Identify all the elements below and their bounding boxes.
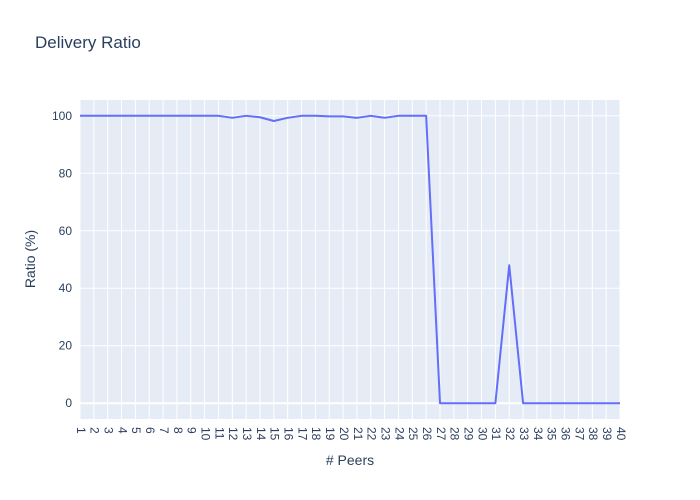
x-tick-label: 2: [88, 427, 102, 434]
x-tick-label: 31: [489, 427, 503, 441]
x-tick-label: 30: [475, 427, 489, 441]
x-tick-label: 28: [448, 427, 462, 441]
series-line: [80, 114, 620, 405]
x-tick-label: 7: [157, 427, 171, 434]
y-tick-label: 60: [59, 224, 73, 238]
x-tick-label: 33: [517, 427, 531, 441]
x-tick-label: 6: [143, 427, 157, 434]
x-tick-label: 20: [337, 427, 351, 441]
x-tick-label: 40: [614, 427, 628, 441]
chart-title: Delivery Ratio: [35, 33, 141, 52]
x-tick-label: 11: [212, 427, 226, 440]
x-tick-label: 36: [558, 427, 572, 441]
x-tick-label: 17: [295, 427, 309, 441]
x-tick-label: 26: [420, 427, 434, 441]
x-axis-title: # Peers: [325, 452, 375, 468]
x-tick-label: 21: [351, 427, 365, 441]
y-tick-label: 20: [59, 339, 73, 353]
y-tick-label: 40: [59, 281, 73, 295]
x-tick-label: 13: [240, 427, 254, 441]
x-tick-label: 3: [102, 427, 116, 434]
y-tick-label: 100: [52, 109, 72, 123]
x-tick-label: 15: [268, 427, 282, 441]
x-tick-label: 24: [392, 427, 406, 441]
x-tick-label: 5: [129, 427, 143, 434]
x-tick-label: 22: [365, 427, 379, 441]
y-tick-label: 0: [65, 396, 72, 410]
x-tick-label: 14: [254, 427, 268, 441]
plot-area: [80, 100, 620, 419]
x-tick-label: 9: [185, 427, 199, 434]
x-tick-label: 4: [115, 427, 129, 434]
x-tick-label: 35: [545, 427, 559, 441]
x-tick-label: 8: [171, 427, 185, 434]
x-tick-label: 10: [198, 427, 212, 441]
x-tick-label: 25: [406, 427, 420, 441]
x-tick-label: 29: [462, 427, 476, 441]
x-tick-label: 12: [226, 427, 240, 441]
x-tick-label: 16: [282, 427, 296, 441]
x-tick-label: 23: [378, 427, 392, 441]
x-tick-label: 19: [323, 427, 337, 441]
x-tick-label: 32: [503, 427, 517, 441]
x-tick-label: 39: [600, 427, 614, 441]
x-tick-label: 34: [531, 427, 545, 441]
x-tick-label: 27: [434, 427, 448, 441]
y-tick-label: 80: [59, 166, 73, 180]
x-tick-label: 1: [74, 427, 88, 434]
x-tick-label: 37: [572, 427, 586, 441]
x-tick-label: 18: [309, 427, 323, 441]
x-tick-label: 38: [586, 427, 600, 441]
